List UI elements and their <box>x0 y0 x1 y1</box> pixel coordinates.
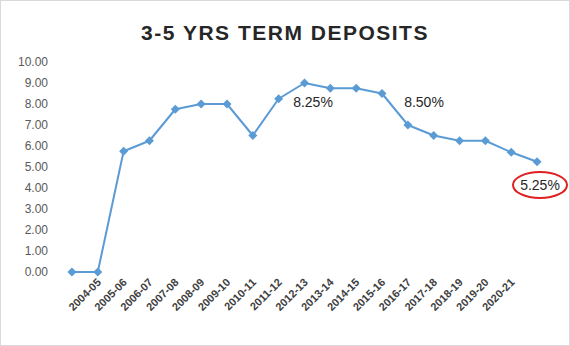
marker <box>533 157 542 166</box>
marker <box>481 136 490 145</box>
marker <box>145 136 154 145</box>
y-tick-label: 4.00 <box>25 181 49 195</box>
annotation: 8.25% <box>293 94 333 110</box>
title: 3-5 YRS TERM DEPOSITS <box>141 21 429 44</box>
y-tick-label: 2.00 <box>25 223 49 237</box>
highlight-circle <box>513 172 567 198</box>
annotation: 8.50% <box>404 94 444 110</box>
marker <box>197 100 206 109</box>
y-tick-label: 0.00 <box>25 265 49 279</box>
x-tick-label: 2020-21 <box>480 276 517 313</box>
marker <box>222 100 231 109</box>
marker <box>507 148 516 157</box>
marker <box>248 131 257 140</box>
line <box>72 83 537 272</box>
y-tick-label: 3.00 <box>25 202 49 216</box>
marker <box>403 121 412 130</box>
marker <box>67 268 76 277</box>
y-tick-label: 5.00 <box>25 160 49 174</box>
marker <box>326 84 335 93</box>
marker <box>171 105 180 114</box>
marker <box>119 147 128 156</box>
marker <box>429 131 438 140</box>
plot-area <box>67 79 541 277</box>
marker <box>455 136 464 145</box>
marker <box>300 79 309 88</box>
y-tick-label: 1.00 <box>25 244 49 258</box>
marker <box>378 89 387 98</box>
y-tick-label: 7.00 <box>25 118 49 132</box>
y-tick-label: 6.00 <box>25 139 49 153</box>
marker <box>274 94 283 103</box>
y-tick-label: 10.00 <box>18 55 48 69</box>
chart: 3-5 YRS TERM DEPOSITS 0.00 1.00 2.00 3.00 4.0… <box>0 0 570 346</box>
chart-frame <box>1 1 570 346</box>
annotation: 5.25% <box>520 177 560 193</box>
marker <box>93 268 102 277</box>
y-tick-label: 8.00 <box>25 97 49 111</box>
marker <box>352 84 361 93</box>
y-tick-label: 9.00 <box>25 76 49 90</box>
